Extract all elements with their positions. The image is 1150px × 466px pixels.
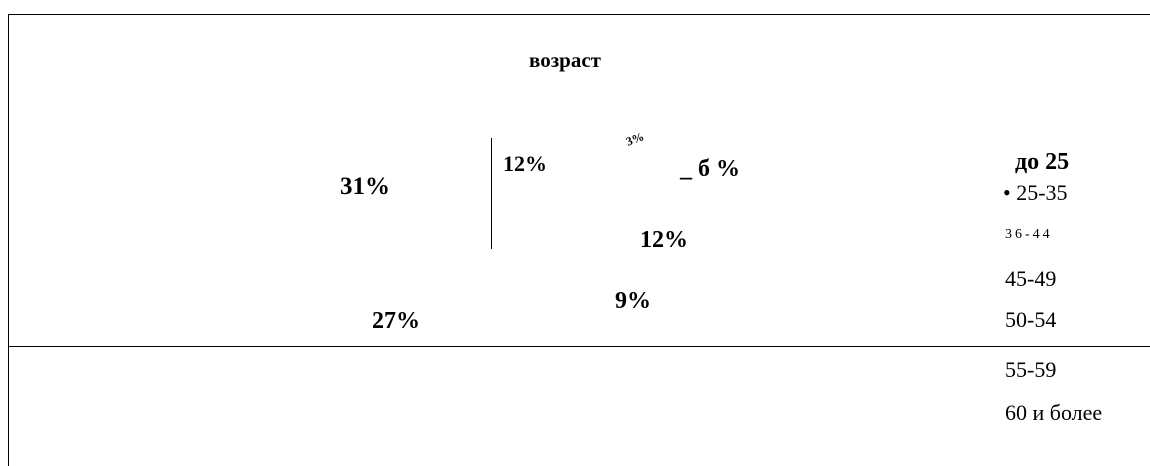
legend-item: 45-49 <box>1005 266 1057 291</box>
legend-item: • 25-35 <box>1003 180 1068 205</box>
left-border <box>8 14 9 466</box>
divider <box>8 346 1150 347</box>
data-label: 31% <box>340 173 390 200</box>
data-label: 27% <box>372 308 420 334</box>
chart-title: возраст <box>529 48 601 72</box>
separator <box>491 138 492 249</box>
legend-item: до 25 <box>1015 149 1070 175</box>
data-label: 12% <box>503 151 547 176</box>
legend-item: 50-54 <box>1005 307 1057 332</box>
top-border <box>8 14 1150 15</box>
legend-item: 55-59 <box>1005 357 1057 382</box>
data-label: 9% <box>615 288 651 314</box>
data-label: _ б % <box>680 156 740 182</box>
data-label: 3% <box>624 129 646 149</box>
legend-item: 60 и более <box>1005 400 1103 425</box>
legend-item: 36-44 <box>1005 227 1053 242</box>
data-label: 12% <box>640 227 688 253</box>
